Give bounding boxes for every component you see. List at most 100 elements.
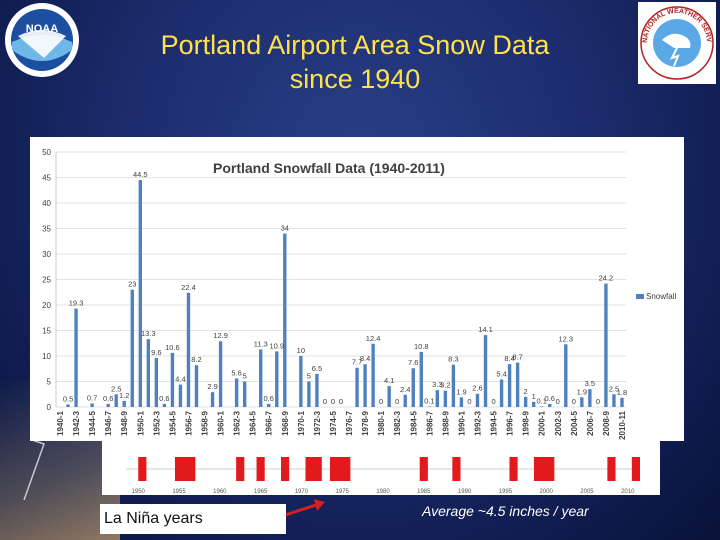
x-tick-label: 1990-1: [457, 410, 466, 435]
snowfall-bar: [428, 406, 431, 407]
data-label: 5.6: [231, 368, 241, 377]
chart-title: Portland Snowfall Data (1940-2011): [213, 160, 445, 176]
x-tick-label: 1972-3: [313, 410, 322, 435]
la-nina-period: [330, 457, 350, 481]
data-label: 10.6: [165, 343, 180, 352]
data-label: 0.6: [264, 394, 274, 403]
x-tick-label: 1968-9: [281, 410, 290, 435]
snowfall-chart: 0 5 10 15 20 25 30 35 40 45 50 0.5 19.3 0.7 0.6 2.5 1.2…: [30, 137, 684, 441]
data-label: 22.4: [181, 283, 196, 292]
data-label: 0: [572, 397, 576, 406]
snowfall-bar: [259, 349, 262, 407]
y-tick-label: 20: [42, 301, 51, 310]
snowfall-bar: [66, 404, 69, 407]
data-label: 12.9: [213, 331, 228, 340]
x-tick-label: 1946-7: [104, 410, 113, 435]
x-tick-label: 1998-9: [522, 410, 531, 435]
x-tick-label: 2004-5: [570, 410, 579, 435]
la-nina-period: [257, 457, 265, 481]
x-tick-label: 2010-11: [618, 410, 627, 439]
snowfall-bar: [444, 391, 447, 407]
x-tick-label: 2002-3: [554, 410, 563, 435]
data-label: 1.2: [119, 391, 129, 400]
snowfall-bar: [155, 358, 158, 407]
data-label: 44.5: [133, 170, 148, 179]
data-label: 24.2: [599, 274, 614, 283]
snowfall-bar: [604, 284, 607, 407]
data-label: 0: [467, 397, 471, 406]
x-tick-label: 1996-7: [506, 410, 515, 435]
x-tick-label: 1958-9: [201, 410, 210, 435]
snowfall-bar: [123, 401, 126, 407]
data-label: 7.6: [408, 358, 418, 367]
x-tick-label: 2008-9: [602, 410, 611, 435]
data-label: 8.2: [191, 355, 201, 364]
x-tick-label: 1944-5: [88, 410, 97, 435]
data-label: 2.4: [400, 385, 410, 394]
snowfall-bar: [171, 353, 174, 407]
snowfall-bar: [163, 404, 166, 407]
y-tick-label: 10: [42, 352, 51, 361]
la-nina-timeline-svg: 1950 1955 1960 1965 1970 1975 1980 1985 1990 1995…: [102, 441, 660, 495]
data-label: 0: [491, 397, 495, 406]
snowfall-bar: [387, 386, 390, 407]
data-label: 0: [323, 397, 327, 406]
snowfall-bar: [307, 382, 310, 408]
snowfall-bar: [420, 352, 423, 407]
la-nina-label: La Niña years: [100, 504, 286, 534]
data-label: 3.2: [440, 381, 450, 390]
snowfall-bar: [508, 364, 511, 407]
timeline-year-label: 1955: [172, 489, 186, 495]
x-tick-label: 1984-5: [409, 410, 418, 435]
x-tick-label: 1970-1: [297, 410, 306, 435]
timeline-year-label: 1965: [254, 489, 268, 495]
x-tick-label: 1988-9: [441, 410, 450, 435]
x-tick-label: 1994-5: [490, 410, 499, 435]
data-label: 19.3: [69, 299, 84, 308]
timeline-year-label: 2005: [580, 489, 594, 495]
y-tick-label: 40: [42, 199, 51, 208]
y-tick-label: 45: [42, 174, 51, 183]
la-nina-period: [281, 457, 289, 481]
snowfall-bar: [620, 398, 623, 407]
data-label: 2: [524, 387, 528, 396]
la-nina-period: [420, 457, 428, 481]
x-tick-label: 1956-7: [184, 410, 193, 435]
la-nina-period: [534, 457, 554, 481]
data-label: 23: [128, 280, 136, 289]
snowfall-bar: [580, 397, 583, 407]
data-label: 4.4: [175, 375, 185, 384]
data-label: 2.6: [472, 384, 482, 393]
x-tick-label: 1980-1: [377, 410, 386, 435]
data-label: 10: [297, 346, 305, 355]
snowfall-bar: [412, 368, 415, 407]
snowfall-bar: [484, 335, 487, 407]
data-label: 0: [395, 397, 399, 406]
data-label: 4.1: [384, 376, 394, 385]
data-label: 8.3: [448, 355, 458, 364]
x-tick-label: 1960-1: [217, 410, 226, 435]
data-label: 1: [532, 392, 536, 401]
x-tick-label: 1974-5: [329, 410, 338, 435]
data-label: 10.9: [269, 341, 284, 350]
x-tick-label: 2000-1: [538, 410, 547, 435]
snowfall-bar: [243, 382, 246, 408]
snowfall-bar: [219, 341, 222, 407]
snowfall-bar: [612, 394, 615, 407]
y-tick-label: 30: [42, 250, 51, 259]
snowfall-bar: [516, 363, 519, 407]
snowfall-bar: [363, 364, 366, 407]
data-label: 0: [596, 397, 600, 406]
slide-title-line1: Portland Airport Area Snow Data: [100, 28, 610, 62]
la-nina-period: [305, 457, 321, 481]
slide-title: Portland Airport Area Snow Data since 19…: [100, 28, 610, 96]
slide-title-line2: since 1940: [100, 62, 610, 96]
x-tick-label: 1976-7: [345, 410, 354, 435]
data-label: 0.5: [63, 394, 73, 403]
data-label: 2.9: [207, 382, 217, 391]
x-tick-label: 1940-1: [56, 410, 65, 435]
x-tick-label: 1954-5: [168, 410, 177, 435]
timeline-year-label: 1970: [295, 489, 309, 495]
snowfall-bar: [283, 234, 286, 407]
